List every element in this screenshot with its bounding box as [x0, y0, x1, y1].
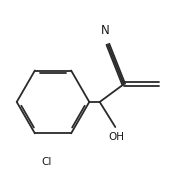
Text: Cl: Cl: [41, 157, 52, 167]
Text: N: N: [101, 24, 110, 37]
Text: OH: OH: [108, 132, 124, 142]
